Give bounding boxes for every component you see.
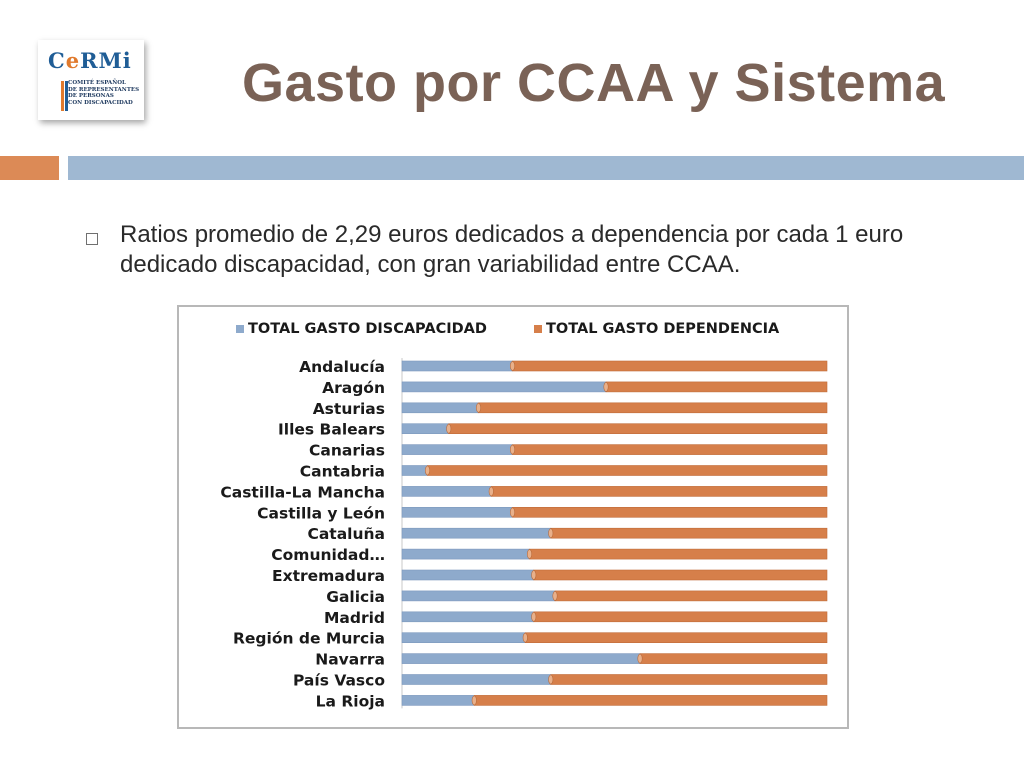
category-label: Illes Balears [278, 421, 385, 439]
category-label: Extremadura [272, 567, 385, 585]
bar-dependencia [533, 569, 828, 581]
category-label: Aragón [322, 379, 385, 397]
logo-subtitle: COMITÉ ESPAÑOL DE REPRESENTANTES DE PERS… [68, 80, 140, 106]
bar-discapacidad [401, 611, 535, 623]
bar-discapacidad [401, 444, 513, 455]
bar-dependencia [512, 444, 828, 455]
bar-discapacidad [401, 360, 513, 372]
category-label: Navarra [315, 651, 385, 669]
bar-discapacidad [401, 632, 526, 644]
segment-junction-marker [531, 570, 537, 580]
category-label: Castilla y León [257, 504, 385, 522]
bar-dependencia [639, 653, 828, 664]
logo-wordmark: CeRMi [48, 48, 132, 73]
segment-junction-marker [603, 382, 609, 392]
bar-discapacidad [401, 674, 552, 685]
segment-junction-marker [522, 632, 528, 643]
segment-junction-marker [548, 674, 554, 685]
category-label: Castilla-La Mancha [220, 483, 385, 501]
category-label: Madrid [324, 609, 385, 627]
bar-dependencia [529, 548, 828, 560]
bar-discapacidad [401, 569, 535, 581]
segment-junction-marker [475, 403, 481, 413]
legend-label: TOTAL GASTO DEPENDENCIA [546, 321, 780, 337]
bar-discapacidad [401, 381, 607, 393]
bullet-text: Ratios promedio de 2,29 euros dedicados … [120, 221, 904, 278]
bar-discapacidad [401, 423, 450, 434]
bar-dependencia [478, 402, 828, 414]
header-band-blue [68, 156, 1024, 180]
bar-discapacidad [401, 695, 475, 706]
category-label: La Rioja [316, 692, 385, 710]
legend-label: TOTAL GASTO DISCAPACIDAD [248, 321, 487, 337]
category-label: Cataluña [307, 525, 385, 543]
bar-dependencia [554, 590, 828, 602]
logo-subtitle-line: DE REPRESENTANTES [68, 86, 140, 93]
bar-dependencia [550, 527, 828, 539]
segment-junction-marker [471, 695, 477, 706]
segment-junction-marker [509, 444, 515, 455]
bar-dependencia [524, 632, 828, 644]
category-label: Galicia [326, 588, 385, 606]
bar-discapacidad [401, 507, 513, 518]
category-label: Región de Murcia [233, 630, 385, 648]
logo-subtitle-line: DE PERSONAS [68, 93, 114, 99]
bar-discapacidad [401, 590, 556, 602]
category-label: País Vasco [293, 672, 385, 690]
logo-subtitle-line: CON DISCAPACIDAD [68, 99, 133, 106]
legend-swatch [236, 325, 244, 333]
segment-junction-marker [552, 591, 558, 601]
bullet-square-icon [86, 233, 98, 245]
bar-dependencia [490, 486, 828, 497]
slide-title: Gasto por CCAA y Sistema [242, 53, 946, 113]
segment-junction-marker [526, 549, 532, 559]
bar-dependencia [512, 360, 828, 372]
category-label: Cantabria [300, 463, 385, 481]
bar-discapacidad [401, 548, 530, 560]
stacked-bar-chart: TOTAL GASTO DISCAPACIDAD TOTAL GASTO DEPE… [220, 321, 828, 710]
header-band-orange [0, 156, 59, 180]
chart-frame: TOTAL GASTO DISCAPACIDAD TOTAL GASTO DEPE… [177, 305, 849, 729]
category-label: Asturias [313, 400, 385, 418]
segment-junction-marker [488, 486, 494, 497]
legend-swatch [534, 325, 542, 333]
bar-discapacidad [401, 465, 428, 476]
bar-discapacidad [401, 653, 641, 664]
category-label: Andalucía [299, 358, 385, 376]
category-label: Canarias [309, 442, 385, 460]
category-label: Comunidad… [271, 546, 385, 564]
segment-junction-marker [509, 361, 515, 371]
segment-junction-marker [637, 653, 643, 664]
bar-dependencia [473, 695, 828, 706]
bar-discapacidad [401, 527, 552, 539]
logo-accent-bar [61, 81, 64, 111]
logo-accent-bar [65, 81, 68, 111]
bar-dependencia [448, 423, 828, 434]
bar-discapacidad [401, 402, 479, 414]
logo-subtitle-line: COMITÉ ESPAÑOL [68, 80, 126, 86]
bar-dependencia [427, 465, 828, 476]
segment-junction-marker [446, 423, 452, 434]
segment-junction-marker [531, 611, 537, 622]
bar-dependencia [605, 381, 828, 393]
segment-junction-marker [425, 465, 431, 476]
cermi-logo: CeRMi COMITÉ ESPAÑOL DE REPRESENTANTES D… [38, 40, 144, 120]
bar-dependencia [512, 507, 828, 518]
bar-discapacidad [401, 486, 492, 497]
segment-junction-marker [509, 507, 515, 518]
bar-dependencia [550, 674, 828, 685]
segment-junction-marker [548, 528, 554, 538]
bar-dependencia [533, 611, 828, 623]
